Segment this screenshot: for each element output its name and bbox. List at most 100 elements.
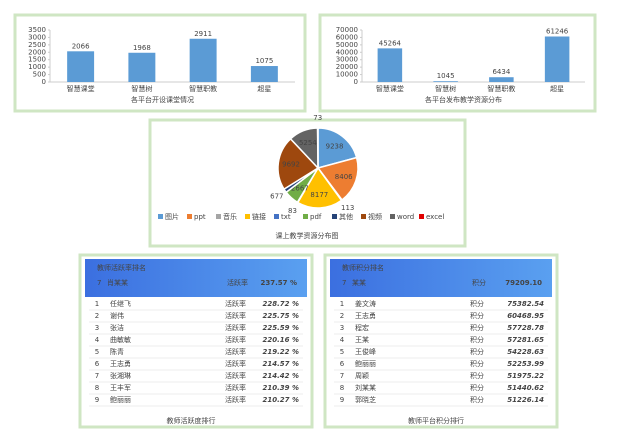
row-rank: 4 [340, 336, 345, 344]
row-rank: 3 [340, 324, 344, 332]
row-name: 谢伟 [110, 311, 124, 320]
data-label: 2911 [194, 30, 212, 38]
panel [13, 13, 307, 113]
row-name: 王丰军 [110, 383, 131, 392]
y-tick-label: 2500 [28, 41, 46, 49]
row-metric: 活跃率 [225, 371, 246, 380]
legend-label: txt [281, 213, 291, 221]
data-label: 6434 [492, 68, 510, 76]
ranking-header [85, 259, 307, 297]
row-name: 陈青 [110, 347, 124, 356]
row-value: 225.59 % [263, 324, 299, 332]
data-label: 8177 [310, 191, 328, 199]
data-label: 5254 [299, 139, 317, 147]
legend-swatch [216, 214, 221, 219]
row-name: 王志勇 [110, 359, 131, 368]
legend-label: ppt [194, 213, 206, 221]
row-metric: 活跃率 [225, 359, 246, 368]
row-name: 王某 [355, 336, 369, 344]
bar [433, 81, 458, 82]
my-name: 某某 [352, 279, 366, 287]
x-tick-label: 智慧树 [131, 84, 152, 93]
row-rank: 9 [95, 396, 99, 404]
row-metric: 积分 [470, 347, 484, 356]
bar [544, 36, 570, 82]
row-rank: 2 [95, 312, 99, 320]
legend-swatch [158, 214, 163, 219]
x-tick-label: 智慧课堂 [376, 84, 404, 93]
data-label: 677 [270, 192, 283, 200]
row-name: 周颖 [355, 371, 369, 380]
row-value: 60468.95 [507, 312, 544, 320]
data-label: 73 [313, 114, 322, 122]
bar [377, 48, 403, 82]
y-tick-label: 20000 [336, 63, 358, 71]
row-name: 王志勇 [355, 311, 376, 320]
x-tick-label: 智慧树 [435, 84, 456, 93]
row-name: 刘某某 [355, 383, 376, 392]
row-rank: 7 [340, 372, 344, 380]
row-metric: 活跃率 [225, 383, 246, 392]
data-label: 2066 [72, 42, 90, 50]
row-value: 214.42 % [263, 372, 299, 380]
row-metric: 活跃率 [225, 395, 246, 404]
legend-swatch [419, 214, 424, 219]
pie-slice [316, 156, 359, 202]
legend-label: 其他 [339, 212, 353, 221]
pie-slice [277, 137, 320, 191]
legend-swatch [303, 214, 308, 219]
y-tick-label: 0 [354, 78, 358, 86]
row-metric: 积分 [470, 395, 484, 404]
row-rank: 5 [340, 348, 344, 356]
row-rank: 8 [95, 384, 99, 392]
row-value: 210.27 % [263, 396, 299, 404]
x-tick-label: 超星 [257, 84, 271, 93]
y-tick-label: 50000 [336, 41, 358, 49]
data-label: 45264 [379, 39, 402, 47]
row-value: 51975.22 [507, 372, 544, 380]
ranking-caption: 教师平台积分排行 [408, 416, 464, 425]
row-rank: 2 [340, 312, 344, 320]
y-tick-label: 30000 [336, 56, 358, 64]
y-tick-label: 60000 [336, 33, 358, 41]
legend-swatch [332, 214, 337, 219]
row-metric: 积分 [470, 323, 484, 332]
x-tick-label: 智慧职教 [189, 84, 217, 93]
row-name: 程宏 [355, 323, 369, 332]
row-rank: 8 [340, 384, 344, 392]
legend-label: 链接 [252, 212, 266, 221]
data-label: 9692 [282, 160, 300, 168]
y-tick-label: 2000 [28, 48, 46, 56]
my-rank: 7 [342, 279, 346, 287]
pie-slice [296, 166, 343, 209]
row-metric: 积分 [470, 311, 484, 320]
row-value: 75382.54 [507, 300, 544, 308]
row-value: 51440.62 [507, 384, 544, 392]
legend-label: 图片 [165, 212, 179, 221]
row-value: 225.75 % [263, 312, 299, 320]
y-tick-label: 0 [42, 78, 46, 86]
row-metric: 积分 [470, 383, 484, 392]
x-tick-label: 智慧职教 [487, 84, 515, 93]
ranking-header [330, 259, 552, 297]
row-rank: 5 [95, 348, 99, 356]
chart-title: 课上教学资源分布图 [276, 231, 339, 240]
legend-label: pdf [310, 213, 322, 221]
row-name: 张湘琳 [110, 371, 131, 380]
data-label: 1075 [255, 57, 273, 65]
row-value: 214.57 % [263, 360, 299, 368]
y-tick-label: 1000 [28, 63, 46, 71]
my-rank: 7 [97, 279, 101, 287]
bar [189, 38, 217, 82]
row-rank: 1 [95, 300, 99, 308]
row-metric: 活跃率 [225, 311, 246, 320]
row-metric: 积分 [470, 359, 484, 368]
row-rank: 6 [95, 360, 100, 368]
y-tick-label: 3500 [28, 26, 46, 34]
row-name: 鲍丽丽 [110, 395, 131, 404]
legend-swatch [361, 214, 366, 219]
y-tick-label: 70000 [336, 26, 358, 34]
row-value: 51226.14 [507, 396, 544, 404]
row-rank: 1 [340, 300, 344, 308]
chart-title: 各平台发布教学资源分布 [425, 95, 502, 104]
